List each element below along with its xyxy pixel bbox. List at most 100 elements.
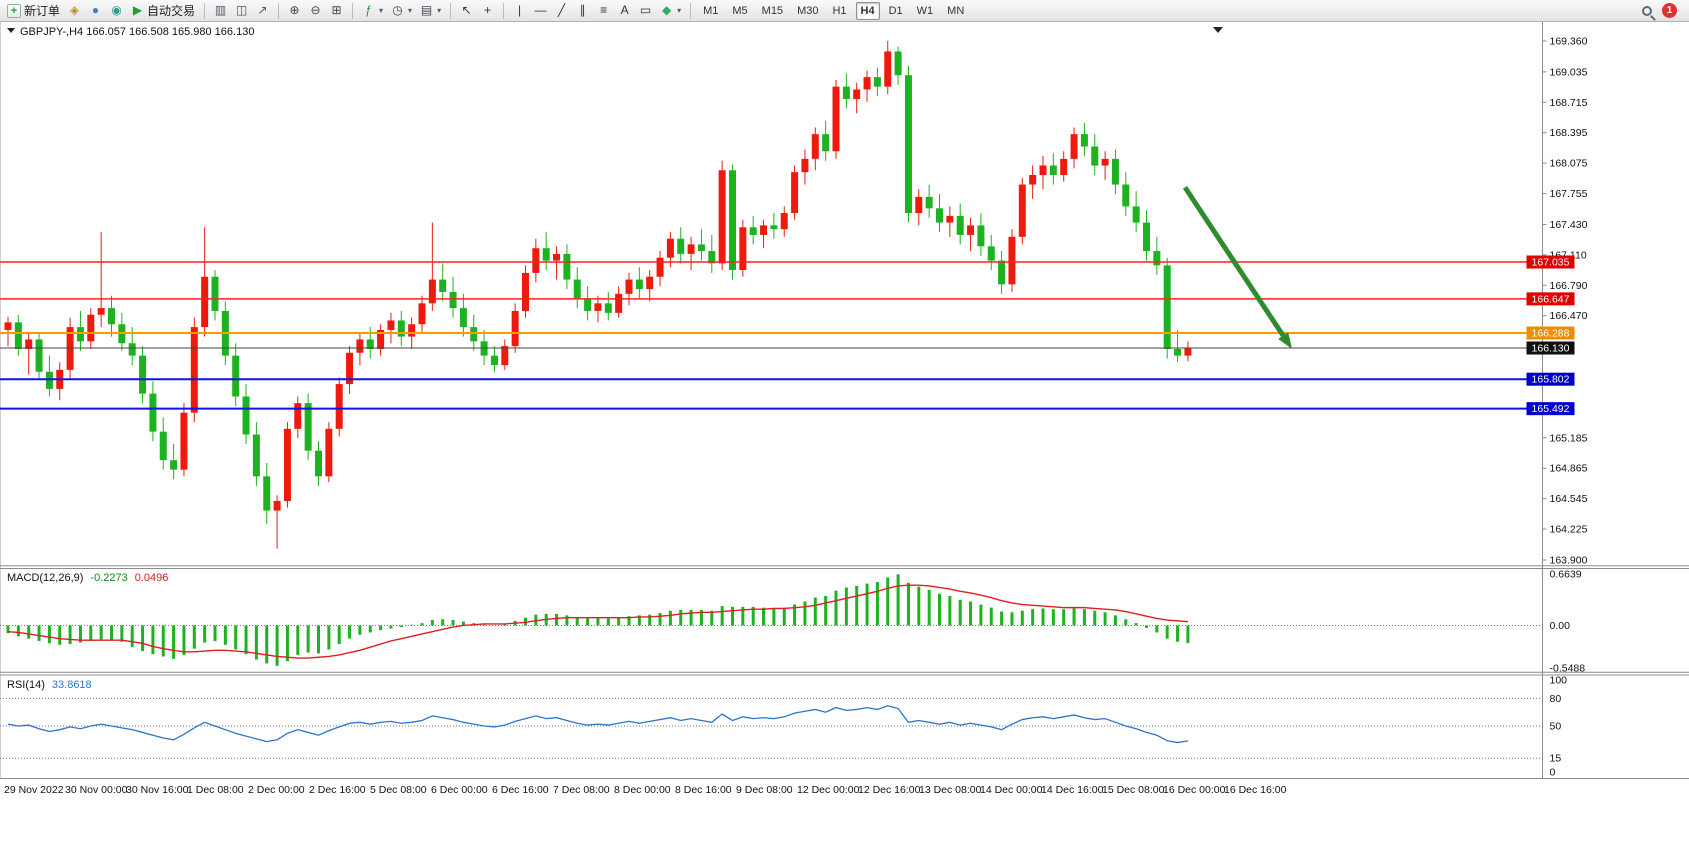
bar-chart-button[interactable]: ▥	[211, 3, 230, 18]
svg-text:167.755: 167.755	[1550, 188, 1588, 200]
tile-windows-icon: ⊞	[331, 3, 342, 17]
timeframe-h4-button[interactable]: H4	[855, 1, 880, 20]
chevron-down-icon: ▾	[379, 6, 384, 15]
svg-text:166.790: 166.790	[1550, 280, 1588, 292]
svg-text:12 Dec 16:00: 12 Dec 16:00	[858, 784, 921, 796]
svg-text:8 Dec 00:00: 8 Dec 00:00	[614, 784, 671, 796]
shapes-icon: ◆	[661, 3, 672, 17]
market-watch-button[interactable]: ◉	[107, 3, 126, 18]
tile-windows-button[interactable]: ⊞	[327, 3, 346, 18]
timeframe-m5-button[interactable]: M5	[732, 4, 748, 17]
svg-text:15: 15	[1550, 753, 1562, 765]
shapes-button[interactable]: ◆ ▾	[657, 3, 684, 18]
chart-ohlc-title: GBPJPY-,H4 166.057 166.508 165.980 166.1…	[20, 26, 254, 38]
periods-button[interactable]: ◷ ▾	[388, 3, 415, 18]
chevron-down-icon: ▾	[408, 6, 413, 15]
svg-text:167.035: 167.035	[1532, 256, 1570, 268]
toolbar-separator	[503, 2, 505, 19]
indicators-icon: ƒ	[365, 3, 372, 17]
autotrading-button-label: 自动交易	[147, 4, 196, 18]
support-line-2-badge	[1526, 402, 1575, 416]
svg-text:165.185: 165.185	[1550, 432, 1588, 444]
svg-text:169.360: 169.360	[1550, 36, 1588, 48]
new-order-button[interactable]: + 新订单	[4, 1, 63, 20]
new-order-icon: +	[7, 3, 21, 18]
chevron-down-icon: ▾	[437, 6, 442, 15]
svg-text:164.225: 164.225	[1550, 524, 1588, 536]
timeframe-m15-button[interactable]: M15	[761, 4, 784, 17]
zoom-in-button[interactable]: ⊕	[285, 3, 304, 18]
svg-text:165.492: 165.492	[1532, 403, 1570, 415]
timeframe-m30-button[interactable]: M30	[797, 4, 819, 17]
svg-text:15 Dec 08:00: 15 Dec 08:00	[1102, 784, 1165, 796]
notification-badge[interactable]: 1	[1662, 3, 1677, 18]
zoom-out-icon: ⊖	[310, 3, 321, 17]
new-order-button-label: 新订单	[24, 4, 61, 18]
crosshair-icon: +	[484, 3, 492, 17]
svg-text:169.035: 169.035	[1550, 66, 1588, 78]
candlestick-chart-button[interactable]: ◫	[232, 3, 251, 18]
svg-text:167.430: 167.430	[1550, 219, 1588, 231]
main-toolbar: + 新订单 ◈ ● ◉ ▶ 自动交易 ▥ ◫ ↗ ⊕ ⊖ ⊞ ƒ ▾ ◷ ▾ ▤ ▾ ↖ + | — ╱ ∥ ≡ A ▭ ◆ ▾ M1 M5 M…	[0, 0, 1689, 22]
svg-text:13 Dec 08:00: 13 Dec 08:00	[919, 784, 982, 796]
indicators-button[interactable]: ƒ ▾	[359, 3, 386, 18]
channel-button[interactable]: ∥	[573, 3, 592, 18]
line-chart-button[interactable]: ↗	[253, 3, 272, 18]
svg-text:100: 100	[1550, 675, 1568, 687]
svg-text:166.130: 166.130	[1532, 343, 1570, 355]
svg-text:167.110: 167.110	[1550, 249, 1587, 261]
fibonacci-button[interactable]: ≡	[594, 3, 613, 18]
svg-text:6 Dec 16:00: 6 Dec 16:00	[492, 784, 549, 796]
svg-text:0.6639: 0.6639	[1550, 569, 1582, 581]
zoom-out-button[interactable]: ⊖	[306, 3, 325, 18]
svg-text:168.395: 168.395	[1550, 127, 1588, 139]
svg-text:9 Dec 08:00: 9 Dec 08:00	[736, 784, 793, 796]
svg-text:0: 0	[1550, 767, 1556, 779]
resistance-line-1-badge	[1526, 255, 1575, 269]
timeframe-d1-button[interactable]: D1	[888, 4, 903, 17]
vertical-line-button[interactable]: |	[510, 3, 529, 18]
svg-text:166.647: 166.647	[1532, 293, 1570, 305]
chevron-down-icon: ▾	[677, 6, 682, 15]
support-line-1-badge	[1526, 372, 1575, 386]
template-icon: ▤	[420, 3, 433, 17]
svg-text:80: 80	[1550, 693, 1562, 705]
symbol-dropdown-icon[interactable]	[7, 28, 15, 33]
svg-text:6 Dec 00:00: 6 Dec 00:00	[431, 784, 488, 796]
svg-text:30 Nov 16:00: 30 Nov 16:00	[126, 784, 189, 796]
horizontal-line-button[interactable]: —	[531, 3, 550, 18]
chart-svg[interactable]: 169.360 169.035 168.715 168.395 168.075 167.7…	[0, 22, 1689, 861]
trendline-button[interactable]: ╱	[552, 3, 571, 18]
svg-text:1 Dec 08:00: 1 Dec 08:00	[187, 784, 244, 796]
templates-button[interactable]: ▤ ▾	[417, 3, 444, 18]
svg-text:29 Nov 2022: 29 Nov 2022	[4, 784, 64, 796]
cursor-button[interactable]: ↖	[457, 3, 476, 18]
toolbar-separator	[352, 2, 354, 19]
market-watch-icon: ◉	[111, 3, 122, 17]
macd-indicator	[0, 574, 1543, 666]
crosshair-button[interactable]: +	[478, 3, 497, 18]
label-button[interactable]: ▭	[636, 3, 655, 18]
channel-icon: ∥	[579, 3, 586, 17]
timeframe-m1-button[interactable]: M1	[703, 4, 719, 17]
text-button[interactable]: A	[615, 3, 634, 18]
sell-direction-arrow[interactable]	[1182, 185, 1286, 338]
profile-button[interactable]: ●	[86, 3, 105, 18]
autotrading-button[interactable]: ▶ 自动交易	[128, 1, 198, 20]
svg-text:165.802: 165.802	[1532, 374, 1570, 386]
search-icon[interactable]	[1642, 5, 1652, 16]
timeframe-h1-button[interactable]: H1	[832, 4, 847, 17]
toolbar-separator	[690, 2, 692, 19]
compass-button[interactable]: ◈	[65, 3, 84, 18]
horizontal-lines	[0, 261, 1543, 410]
chart-shift-marker[interactable]	[1213, 27, 1223, 33]
svg-text:16 Dec 00:00: 16 Dec 00:00	[1163, 784, 1226, 796]
sell-direction-arrow-head	[1278, 332, 1292, 349]
label-icon: ▭	[639, 3, 652, 17]
svg-text:30 Nov 00:00: 30 Nov 00:00	[65, 784, 128, 796]
candlestick-series	[4, 41, 1192, 549]
timeframe-mn-button[interactable]: MN	[947, 4, 965, 17]
price-axis[interactable]: 169.360 169.035 168.715 168.395 168.075 167.7…	[1526, 22, 1588, 779]
timeframe-w1-button[interactable]: W1	[916, 4, 934, 17]
